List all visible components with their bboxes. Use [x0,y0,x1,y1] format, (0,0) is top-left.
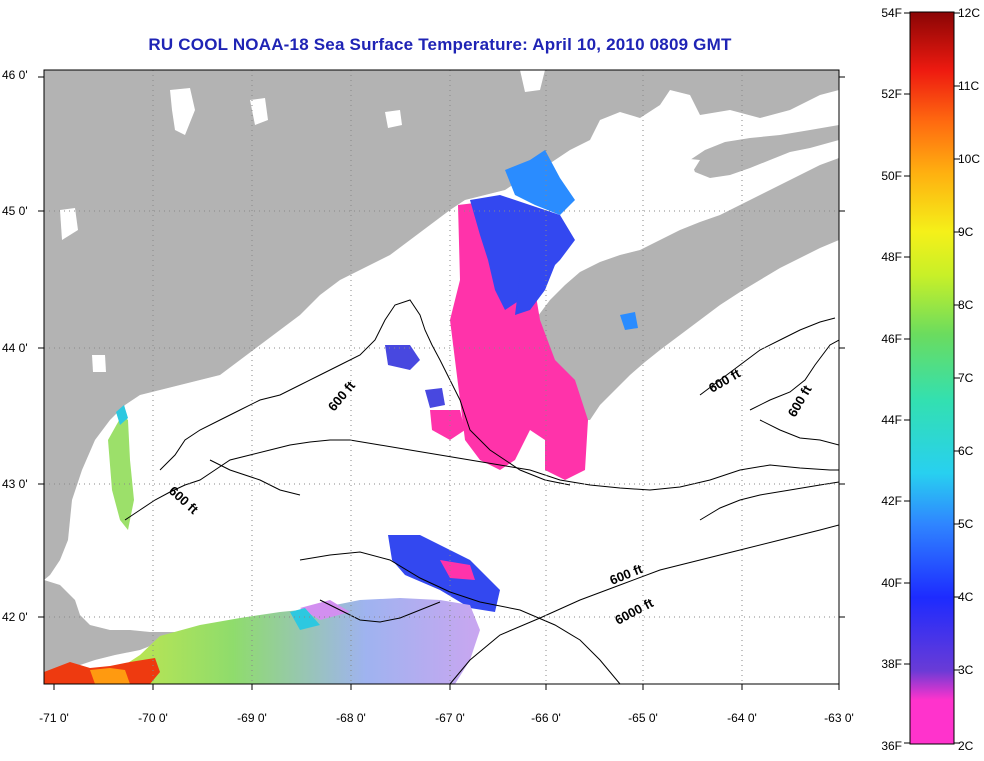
cb-f-label: 36F [881,739,902,753]
colorbar: 54F 52F 50F 48F 46F 44F 42F 40F 38F 36F … [881,6,980,753]
lon-tick-label: -64 0' [727,711,757,725]
lon-tick-label: -71 0' [39,711,69,725]
sst-blue-patch [470,195,575,310]
lat-tick-label: 46 0' [2,68,28,82]
cb-c-label: 5C [958,517,974,531]
cb-c-label: 2C [958,739,974,753]
latitude-axis: 46 0' 45 0' 44 0' 43 0' 42 0' [2,68,28,624]
lat-tick-label: 45 0' [2,204,28,218]
cb-c-label: 8C [958,298,974,312]
lon-tick-label: -67 0' [435,711,465,725]
cb-f-label: 44F [881,413,902,427]
cb-c-label: 7C [958,371,974,385]
sst-south-swath [100,598,480,684]
lon-tick-label: -68 0' [336,711,366,725]
lon-tick-label: -70 0' [138,711,168,725]
cb-c-label: 10C [958,152,980,166]
lon-tick-label: -66 0' [531,711,561,725]
bay-of-fundy [508,158,700,300]
lon-tick-label: -69 0' [237,711,267,725]
cb-f-label: 40F [881,576,902,590]
cb-c-label: 9C [958,225,974,239]
sst-green-strip [108,415,134,530]
cb-c-label: 6C [958,444,974,458]
sst-nova-blue [515,262,555,315]
cb-c-label: 4C [958,590,974,604]
land-nova-scotia [525,158,839,420]
land-mainland [44,70,839,580]
cb-f-label: 54F [881,6,902,20]
tick-marks [38,76,845,690]
land-ns-north [690,125,839,178]
sst-blue-east [388,535,500,612]
cb-c-label: 3C [958,663,974,677]
sst-purple-patch [385,345,420,370]
cb-f-label: 52F [881,87,902,101]
longitude-axis: -71 0' -70 0' -69 0' -68 0' -67 0' -66 0… [39,711,854,725]
map-area [44,70,839,684]
lon-tick-label: -65 0' [628,711,658,725]
sst-pink-band [450,200,588,480]
lat-tick-label: 42 0' [2,610,28,624]
map-title: RU COOL NOAA-18 Sea Surface Temperature:… [148,35,732,54]
map-frame [43,69,840,685]
cb-c-label: 11C [958,79,979,93]
cb-f-label: 50F [881,169,902,183]
lat-tick-label: 44 0' [2,341,28,355]
cb-f-label: 42F [881,494,902,508]
lon-tick-label: -63 0' [824,711,854,725]
cb-f-label: 38F [881,657,902,671]
cb-f-label: 46F [881,332,902,346]
lat-tick-label: 43 0' [2,477,28,491]
colorbar-gradient [909,11,955,745]
cb-f-label: 48F [881,250,902,264]
depth-contours [124,299,839,684]
land-cape-cod [44,580,180,676]
cb-c-label: 12C [958,6,980,20]
